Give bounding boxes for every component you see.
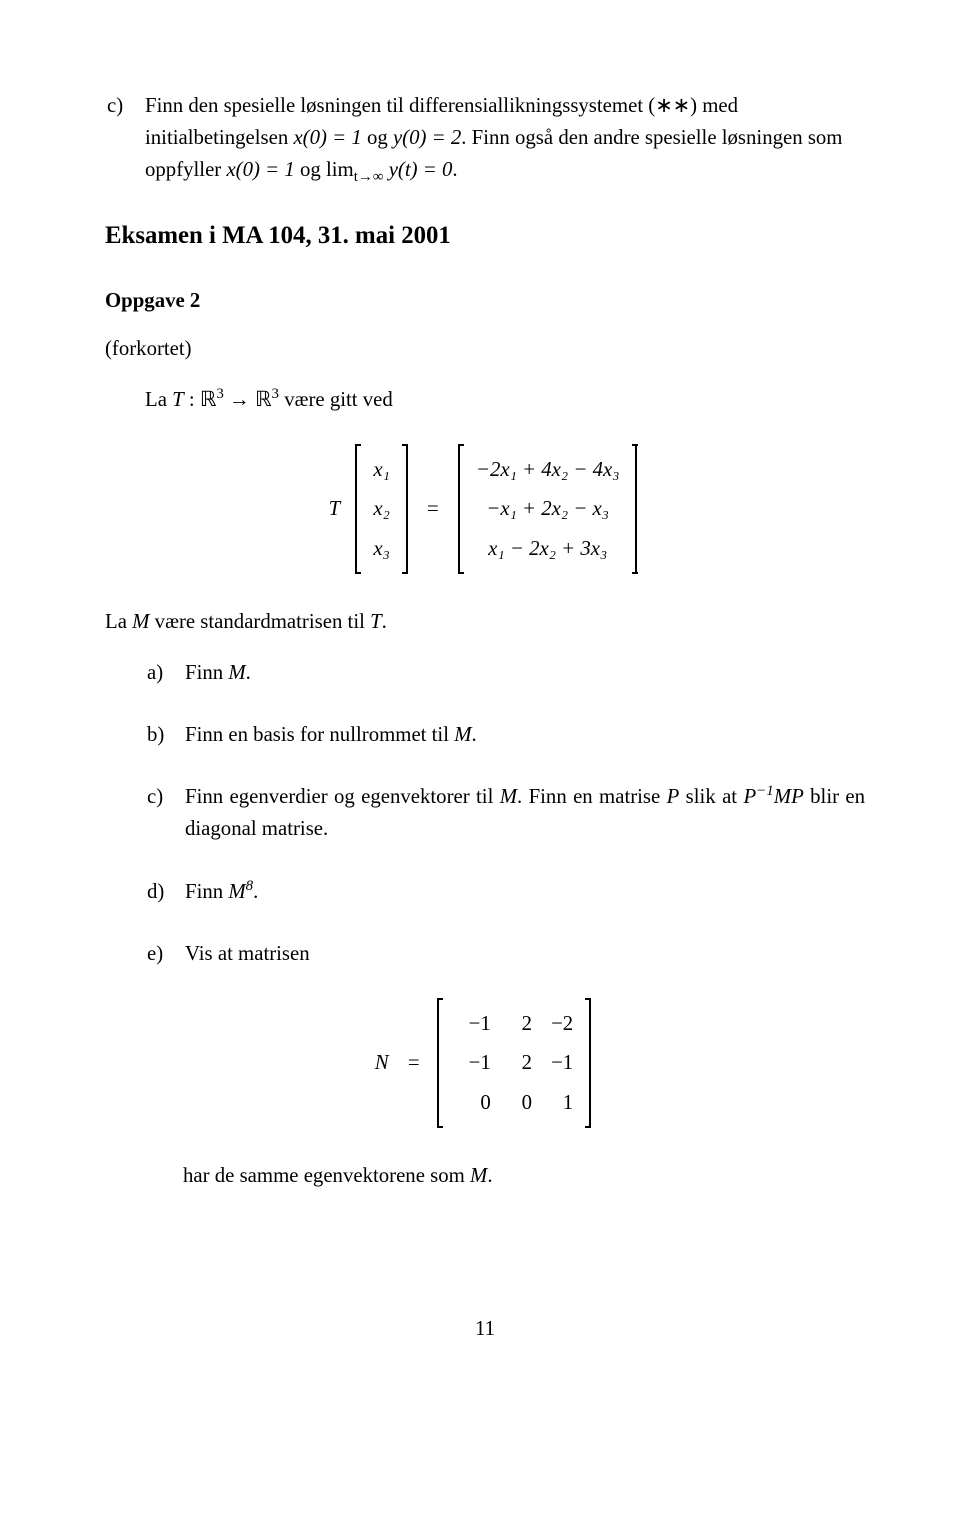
item-e-body: Vis at matrisen <box>185 938 865 970</box>
sym-N: N <box>375 1047 389 1079</box>
item-b-body: Finn en basis for nullrommet til M. <box>185 719 865 751</box>
matrix-row: x₁ − 2x₂ + 3x₃ <box>472 529 623 569</box>
text: Finn en basis for nullrommet til <box>185 723 454 746</box>
math-T: T <box>370 610 382 633</box>
item-e-conclusion: har de samme egenvektorene som M. <box>105 1160 865 1192</box>
N-definition-display: N = −1 2 −2 −1 2 −1 0 0 1 <box>105 998 865 1129</box>
item-d: d) Finn M8. <box>105 876 865 908</box>
item-a-body: Finn M. <box>185 657 865 689</box>
item-b-label: b) <box>145 719 185 751</box>
sym-T: T <box>329 493 341 525</box>
text: slik at <box>679 785 743 808</box>
matrix-row: −x₁ + 2x₂ − x₃ <box>472 489 623 529</box>
math-M8: M8 <box>228 880 253 903</box>
item-e-label: e) <box>145 938 185 970</box>
math-M: M <box>454 723 471 746</box>
cell: 1 <box>537 1083 573 1123</box>
math: y(0) = 2 <box>393 126 461 149</box>
text: og <box>295 158 326 181</box>
text: har de samme egenvektorene som <box>183 1164 470 1187</box>
item-d-label: d) <box>145 876 185 908</box>
text: . <box>253 880 258 903</box>
text: → ℝ <box>224 388 272 411</box>
cell: 0 <box>496 1083 532 1123</box>
matrix-row: −1 2 −1 <box>451 1043 577 1083</box>
cell: 0 <box>455 1083 491 1123</box>
math-M: M <box>500 785 517 808</box>
item-b: b) Finn en basis for nullrommet til M. <box>105 719 865 751</box>
math-PinvMP: P−1MP <box>743 785 803 808</box>
note-forkortet: (forkortet) <box>105 333 865 365</box>
matrix-row: x₂ <box>369 489 393 529</box>
matrix-row: 0 0 1 <box>451 1083 577 1123</box>
cell: −1 <box>537 1043 573 1083</box>
item-c2: c) Finn egenverdier og egenvektorer til … <box>105 781 865 845</box>
math-M: M <box>228 661 245 684</box>
text: være gitt ved <box>279 388 393 411</box>
matrix-row: x₁ <box>369 450 393 490</box>
text: . <box>382 610 387 633</box>
equals: = <box>427 493 439 525</box>
text: . <box>487 1164 492 1187</box>
text: Finn egenverdier og egenvektorer til <box>185 785 500 808</box>
item-a-label: a) <box>145 657 185 689</box>
text: og <box>362 126 393 149</box>
text: være standardmatrisen til <box>149 610 370 633</box>
math-P: P <box>667 785 680 808</box>
math-lim: limt→∞ y(t) = 0 <box>326 158 452 181</box>
math: x(0) = 1 <box>226 158 294 181</box>
item-c-body: Finn den spesielle løsningen til differe… <box>145 90 865 187</box>
intro-M: La M være standardmatrisen til T. <box>105 606 865 638</box>
math: x(0) = 1 <box>293 126 361 149</box>
subsection-title: Oppgave 2 <box>105 285 865 317</box>
cell: −2 <box>537 1004 573 1044</box>
text: : ℝ <box>184 388 217 411</box>
section-title: Eksamen i MA 104, 31. mai 2001 <box>105 217 865 255</box>
equals: = <box>408 1047 420 1079</box>
math-T: T <box>172 388 184 411</box>
matrix-row: −1 2 −2 <box>451 1004 577 1044</box>
text: La <box>105 610 132 633</box>
text: Finn <box>185 661 228 684</box>
text: . <box>452 158 457 181</box>
item-c-label: c) <box>105 90 145 122</box>
cell: −1 <box>455 1043 491 1083</box>
superscript: 3 <box>216 386 223 402</box>
page-number: 11 <box>105 1313 865 1345</box>
intro-T: La T : ℝ3 → ℝ3 være gitt ved <box>105 384 865 416</box>
matrix-N: −1 2 −2 −1 2 −1 0 0 1 <box>437 998 591 1129</box>
item-c-outer: c) Finn den spesielle løsningen til diff… <box>105 90 865 187</box>
text: . Finn en matrise <box>517 785 667 808</box>
matrix-row: −2x₁ + 4x₂ − 4x₃ <box>472 450 623 490</box>
item-a: a) Finn M. <box>105 657 865 689</box>
math-M: M <box>470 1164 487 1187</box>
cell: 2 <box>496 1004 532 1044</box>
T-definition-display: T x₁ x₂ x₃ = −2x₁ + 4x₂ − 4x₃ −x₁ + 2x₂ … <box>105 444 865 575</box>
text: . <box>246 661 251 684</box>
text: Vis at matrisen <box>185 942 310 965</box>
subscript: t→∞ <box>354 170 384 186</box>
item-e: e) Vis at matrisen <box>105 938 865 970</box>
superscript: 3 <box>272 386 279 402</box>
math-M: M <box>132 610 149 633</box>
text: Finn <box>185 880 228 903</box>
cell: 2 <box>496 1043 532 1083</box>
matrix-lhs: x₁ x₂ x₃ <box>355 444 407 575</box>
item-d-body: Finn M8. <box>185 876 865 908</box>
item-c2-label: c) <box>145 781 185 813</box>
superscript: −1 <box>756 783 774 799</box>
text: . <box>472 723 477 746</box>
item-c2-body: Finn egenverdier og egenvektorer til M. … <box>185 781 865 845</box>
cell: −1 <box>455 1004 491 1044</box>
matrix-row: x₃ <box>369 529 393 569</box>
matrix-rhs: −2x₁ + 4x₂ − 4x₃ −x₁ + 2x₂ − x₃ x₁ − 2x₂… <box>458 444 637 575</box>
text: La <box>145 388 172 411</box>
